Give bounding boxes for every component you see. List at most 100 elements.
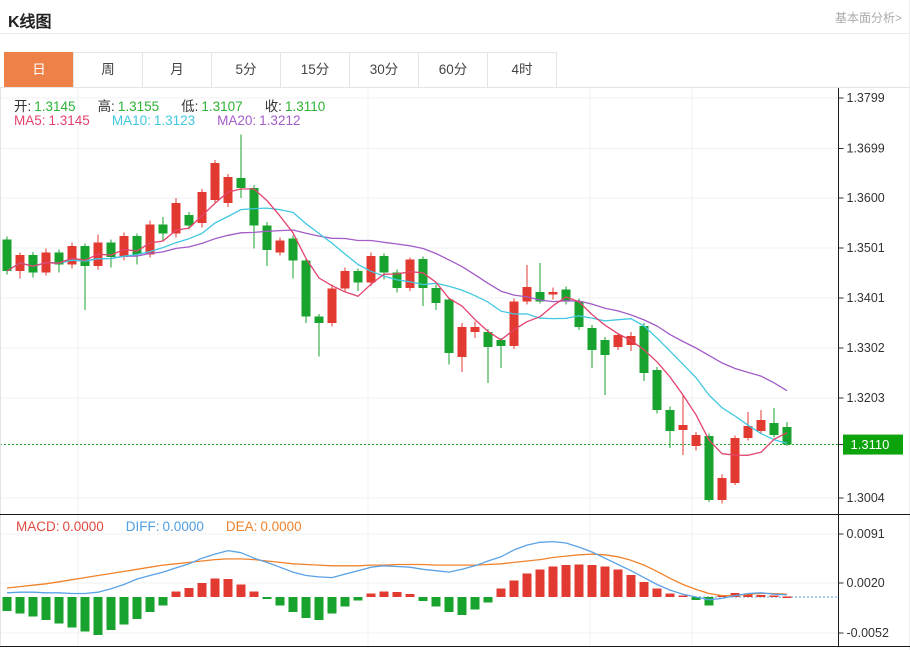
tab-日[interactable]: 日 — [4, 52, 74, 88]
macd-bar — [769, 595, 779, 598]
candle — [587, 327, 597, 351]
candle — [223, 176, 233, 204]
macd-bar — [171, 591, 181, 597]
macd-bar — [41, 597, 51, 620]
ma-legend: MA5: 1.3145 MA10: 1.3123 MA20: 1.3212 — [14, 113, 322, 128]
candle — [353, 271, 363, 283]
chart-plot-area[interactable] — [0, 88, 839, 647]
tab-30分[interactable]: 30分 — [349, 52, 419, 88]
macd-bar — [158, 597, 168, 606]
macd-bar — [93, 597, 103, 636]
legend-item: MACD: 0.0000 — [16, 519, 104, 534]
candle — [67, 245, 77, 265]
legend-item: 收: 1.3110 — [264, 99, 326, 114]
macd-bar — [574, 564, 584, 597]
macd-bar — [561, 565, 571, 597]
macd-bar — [444, 597, 454, 613]
candle — [236, 177, 246, 189]
macd-bar — [691, 597, 701, 600]
macd-bar — [431, 597, 441, 607]
ma10-line — [6, 207, 788, 444]
candle — [301, 260, 311, 317]
macd-bar — [366, 593, 376, 597]
tab-5分[interactable]: 5分 — [211, 52, 281, 88]
candle — [262, 225, 272, 250]
candle — [379, 255, 389, 273]
candle — [340, 271, 350, 289]
candle — [756, 419, 766, 431]
price-tick-label: 1.3799 — [847, 91, 885, 105]
macd-bar — [535, 569, 545, 597]
macd-bar — [639, 581, 649, 597]
candle — [145, 224, 155, 255]
fundamental-analysis-link[interactable]: 基本面分析> — [834, 11, 902, 25]
macd-bar — [418, 597, 428, 602]
macd-bar — [730, 592, 740, 597]
macd-tick-label: -0.0052 — [847, 626, 889, 640]
candle — [314, 316, 324, 323]
candle — [535, 292, 545, 302]
candle — [366, 255, 376, 283]
tab-60分[interactable]: 60分 — [418, 52, 488, 88]
timeframe-tab-strip: 日周月 5分 15分 30分 60分 4时 — [4, 52, 557, 88]
legend-item: DEA: 0.0000 — [225, 519, 302, 534]
candle — [431, 288, 441, 304]
candle — [730, 438, 740, 483]
candle — [405, 259, 415, 289]
ma5-line — [6, 188, 788, 456]
candle — [769, 422, 779, 436]
macd-bar — [15, 597, 25, 614]
candle — [704, 436, 714, 500]
macd-bar — [106, 597, 116, 631]
macd-bar — [340, 597, 350, 607]
candle — [132, 235, 142, 255]
candle — [678, 424, 688, 430]
tab-15分[interactable]: 15分 — [280, 52, 350, 88]
macd-bar — [405, 594, 415, 597]
macd-tick-label: 0.0091 — [847, 527, 885, 541]
current-price-tag-label: 1.3110 — [851, 437, 890, 452]
price-tick-label: 1.3699 — [847, 141, 885, 155]
price-tick-label: 1.3501 — [847, 241, 885, 255]
candle — [561, 289, 571, 302]
macd-bar — [782, 596, 792, 598]
candle — [574, 301, 584, 327]
price-tick-label: 1.3401 — [847, 291, 885, 305]
macd-bar — [249, 591, 259, 597]
macd-bar — [301, 597, 311, 618]
macd-bar — [223, 578, 233, 597]
price-tick-label: 1.3600 — [847, 191, 885, 205]
candle — [613, 334, 623, 347]
legend-item: 开: 1.3145 — [14, 99, 76, 114]
tab-月[interactable]: 月 — [142, 52, 212, 88]
macd-bar — [678, 595, 688, 598]
tab-strip-baseline — [0, 87, 910, 88]
candle — [275, 240, 285, 253]
candle — [509, 301, 519, 346]
macd-bar — [288, 597, 298, 613]
diff-line — [6, 540, 788, 601]
candle — [158, 224, 168, 234]
macd-bar — [236, 584, 246, 597]
macd-bar — [665, 593, 675, 597]
macd-bar — [119, 597, 129, 625]
macd-bar — [587, 565, 597, 597]
page-title: K线图 — [8, 14, 52, 31]
legend-item: MA20: 1.3212 — [217, 113, 301, 128]
dea-line — [6, 553, 788, 597]
candle — [2, 239, 12, 272]
candle — [691, 435, 701, 447]
header-divider — [0, 33, 910, 34]
candle — [210, 162, 220, 201]
macd-bar — [145, 597, 155, 613]
macd-bar — [54, 597, 64, 624]
macd-bar — [600, 566, 610, 597]
macd-bar — [210, 578, 220, 597]
candle — [665, 409, 675, 431]
macd-bar — [626, 574, 636, 597]
candle — [743, 425, 753, 439]
macd-bar — [197, 583, 207, 597]
legend-item: DIFF: 0.0000 — [125, 519, 204, 534]
macd-bar — [327, 597, 337, 614]
